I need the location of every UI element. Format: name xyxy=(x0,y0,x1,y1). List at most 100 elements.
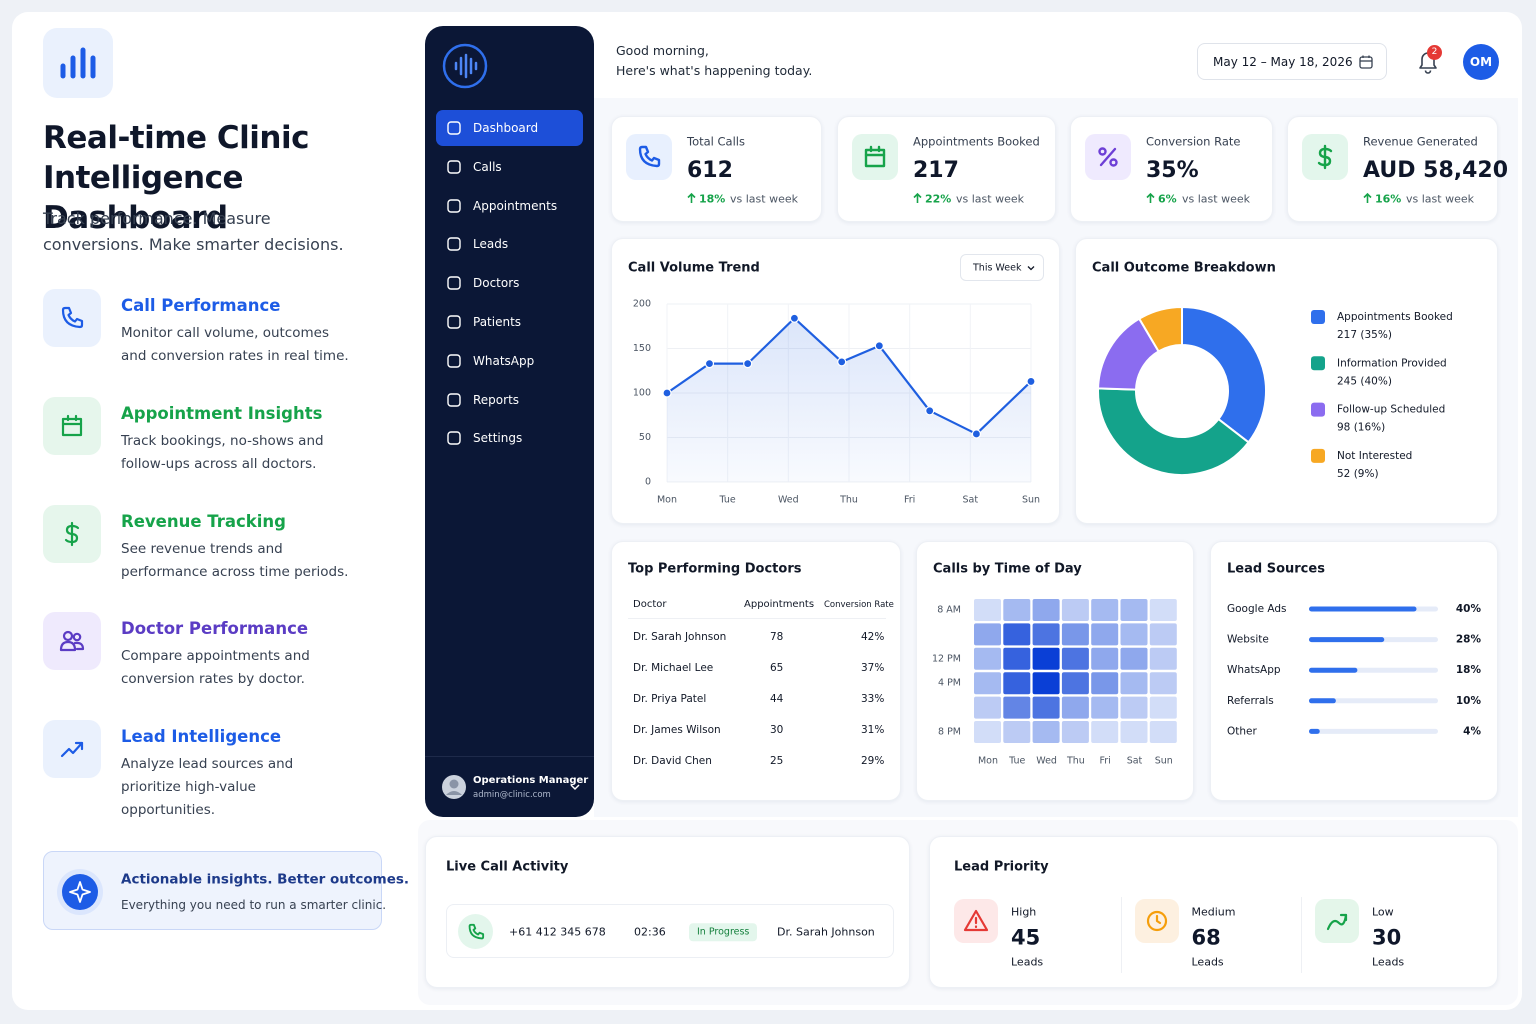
sidebar-divider xyxy=(425,756,594,757)
nav-icon-shape xyxy=(447,237,461,252)
heatmap-cell xyxy=(974,623,1001,646)
separator xyxy=(1120,897,1122,973)
point xyxy=(925,406,935,416)
heatmap-cell xyxy=(1032,721,1060,743)
nav-label: Doctors xyxy=(473,276,520,291)
heatmap-cell xyxy=(1149,623,1177,646)
nav-item[interactable]: Reports xyxy=(436,382,583,418)
avatar[interactable]: OM xyxy=(1463,44,1499,80)
kpi-icon xyxy=(638,145,661,168)
nav-item[interactable]: WhatsApp xyxy=(436,343,583,379)
filter-label: This Week xyxy=(973,262,1022,274)
feature-description: Track bookings, no-shows and follow-ups … xyxy=(121,432,324,472)
icon-path xyxy=(59,641,77,652)
user-email: admin@clinic.com xyxy=(473,789,551,800)
kpi-comparison: vs last week xyxy=(1182,192,1250,206)
chevron xyxy=(1027,266,1035,271)
nav-item[interactable]: Calls xyxy=(436,149,583,185)
nav-item[interactable]: Dashboard xyxy=(436,110,583,146)
bar-value-label: 28% xyxy=(1456,634,1482,646)
priority-label: Low xyxy=(1372,905,1394,919)
table-cell: 31% xyxy=(861,723,885,736)
feature-icon xyxy=(59,631,85,652)
call-doctor: Dr. Sarah Johnson xyxy=(777,925,875,939)
feature-description: Analyze lead sources and prioritize high… xyxy=(121,756,294,819)
table-cell: 78 xyxy=(770,630,784,643)
user-avatar xyxy=(442,775,466,799)
nav-item[interactable]: Appointments xyxy=(436,188,583,224)
bar-value-label: 40% xyxy=(1456,603,1482,615)
kpi-comparison: vs last week xyxy=(956,192,1024,206)
feature-icon xyxy=(60,742,84,758)
priority-icon xyxy=(963,909,989,932)
feature-icon xyxy=(61,306,84,329)
feature-icon-box xyxy=(43,289,101,347)
priority-label: High xyxy=(1011,905,1037,919)
heatmap-cell xyxy=(1149,647,1177,670)
row-label: 8 AM xyxy=(937,605,961,616)
kpi-label: Revenue Generated xyxy=(1363,134,1478,149)
legend-label: Appointments Booked xyxy=(1337,311,1453,323)
heatmap-cell xyxy=(1149,599,1177,621)
heatmap-card: Calls by Time of Day 8 AM 12 PM 4 PM 8 PM Mon… xyxy=(916,541,1194,801)
x-tick-label: Fri xyxy=(904,495,915,506)
heatmap-cell xyxy=(1091,599,1119,621)
heatmap-cell xyxy=(1091,672,1119,695)
legend-value: 217 (35%) xyxy=(1337,329,1392,341)
bar xyxy=(1309,698,1336,704)
filter-dropdown[interactable]: This Week xyxy=(960,254,1044,281)
user-menu-chevron[interactable] xyxy=(569,782,581,792)
y-tick-label: 150 xyxy=(633,343,651,354)
nav-label: Settings xyxy=(473,431,523,446)
kpi-icon xyxy=(1317,144,1333,170)
bar-value-label: 18% xyxy=(1456,664,1482,676)
bar xyxy=(1309,606,1417,612)
legend-value: 98 (16%) xyxy=(1337,422,1385,434)
heatmap-cell xyxy=(1120,696,1148,719)
nav-item[interactable]: Doctors xyxy=(436,265,583,301)
date-picker[interactable]: May 12 – May 18, 2026 xyxy=(1197,43,1387,80)
kpi-icon-box xyxy=(626,134,672,180)
icon-path xyxy=(74,742,84,751)
priority-unit: Leads xyxy=(1372,955,1405,969)
card-title: Lead Priority xyxy=(954,859,1049,875)
nav-icon-shape xyxy=(447,315,461,329)
table-cell: Dr. David Chen xyxy=(633,754,712,767)
nav-item[interactable]: Leads xyxy=(436,226,583,262)
legend-swatch xyxy=(1311,448,1325,463)
legend-value: 52 (9%) xyxy=(1337,468,1379,480)
nav-icon-shape xyxy=(447,276,461,290)
priority-count: 45 xyxy=(1011,925,1041,950)
nav-item[interactable]: Patients xyxy=(436,304,583,340)
table-header: Appointments xyxy=(744,599,815,610)
priority-unit: Leads xyxy=(1011,955,1044,969)
nav-item[interactable]: Settings xyxy=(436,420,583,456)
lead-sources-card: Lead Sources Google Ads 40% Website 28% Whats… xyxy=(1210,541,1498,801)
feature-icon-box xyxy=(43,720,101,779)
callout-icon xyxy=(57,869,103,915)
heatmap-cell xyxy=(1003,672,1031,695)
nav-icon xyxy=(447,160,461,174)
nav-label: Calls xyxy=(473,159,502,174)
donut-segment xyxy=(1097,387,1250,476)
kpi-icon-box xyxy=(852,134,898,180)
priority-count: 30 xyxy=(1372,925,1402,950)
date-range: May 12 – May 18, 2026 xyxy=(1213,55,1353,69)
nav-icon xyxy=(447,237,461,252)
column-label: Tue xyxy=(1008,756,1025,767)
heatmap-cell xyxy=(1149,721,1177,743)
chart-title: Calls by Time of Day xyxy=(933,561,1082,577)
heatmap-cell xyxy=(1149,696,1177,719)
logo-box xyxy=(43,28,113,98)
table-cell: 33% xyxy=(861,692,885,705)
table-cell: Dr. Priya Patel xyxy=(633,692,707,705)
priority-icon-box xyxy=(954,899,998,943)
y-tick-label: 50 xyxy=(639,432,651,443)
x-tick-label: Mon xyxy=(657,495,677,506)
heatmap-cell xyxy=(1061,599,1089,621)
table-cell: 37% xyxy=(861,661,885,674)
donut-segment xyxy=(1181,305,1267,444)
heatmap-cell xyxy=(1003,623,1031,646)
heatmap-cell xyxy=(1061,721,1089,743)
intro-subtitle: Track performance. Measure conversions. … xyxy=(43,209,344,254)
